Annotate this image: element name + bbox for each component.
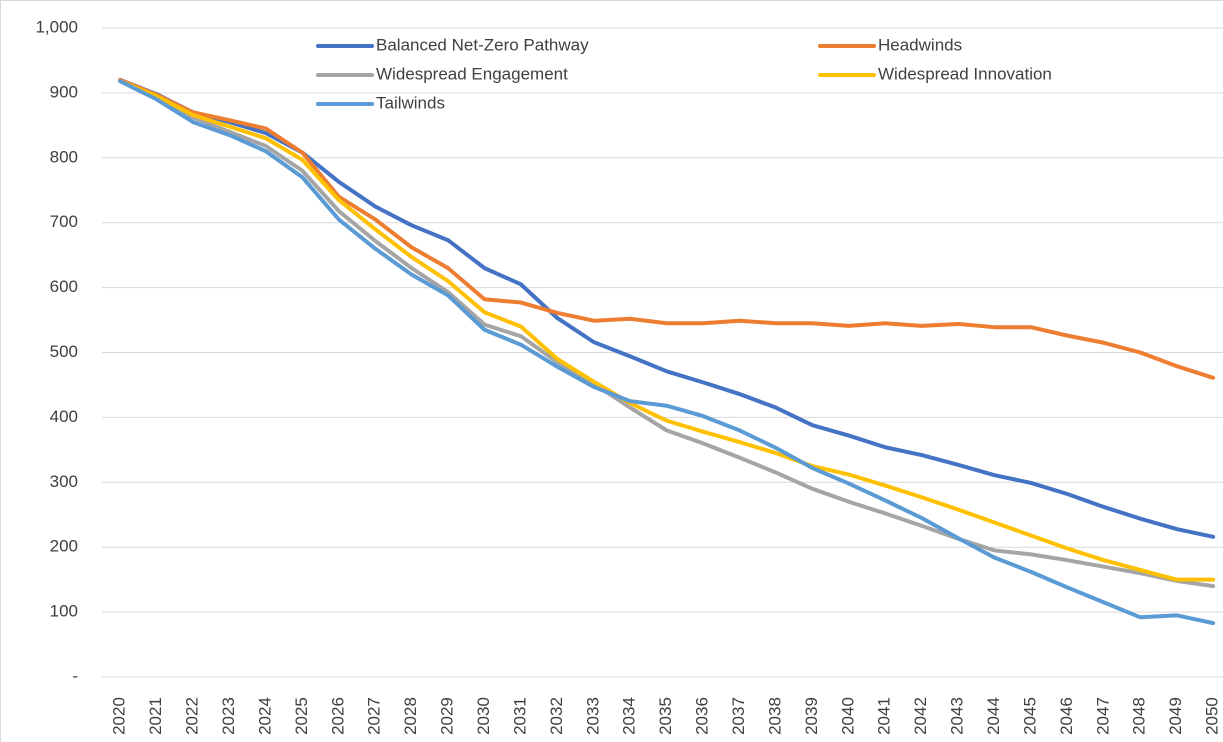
y-tick-label: 400 xyxy=(50,407,78,426)
x-tick-label: 2049 xyxy=(1166,697,1185,735)
x-tick-label: 2033 xyxy=(583,697,602,735)
series-line xyxy=(118,79,1216,582)
x-tick-label: 2021 xyxy=(146,697,165,735)
y-tick-label: 200 xyxy=(50,537,78,556)
x-tick-label: 2044 xyxy=(984,697,1003,735)
x-tick-label: 2031 xyxy=(510,697,529,735)
series-line xyxy=(118,79,1216,626)
x-tick-label: 2030 xyxy=(474,697,493,735)
series-line xyxy=(118,77,1216,380)
y-tick-label: 500 xyxy=(50,342,78,361)
x-tick-label: 2048 xyxy=(1130,697,1149,735)
series-line xyxy=(118,79,1216,589)
legend-label: Headwinds xyxy=(878,35,962,54)
x-tick-label: 2040 xyxy=(838,697,857,735)
y-tick-label: 100 xyxy=(50,602,78,621)
x-tick-label: 2042 xyxy=(911,697,930,735)
x-tick-label: 2026 xyxy=(328,697,347,735)
x-tick-label: 2043 xyxy=(948,697,967,735)
x-tick-label: 2032 xyxy=(547,697,566,735)
x-tick-label: 2028 xyxy=(401,697,420,735)
legend-label: Balanced Net-Zero Pathway xyxy=(376,35,589,54)
x-tick-label: 2039 xyxy=(802,697,821,735)
x-tick-label: 2036 xyxy=(693,697,712,735)
y-tick-label: 600 xyxy=(50,277,78,296)
x-tick-label: 2020 xyxy=(110,697,129,735)
x-tick-label: 2041 xyxy=(875,697,894,735)
x-tick-label: 2024 xyxy=(255,697,274,735)
x-tick-label: 2035 xyxy=(656,697,675,735)
legend-label: Tailwinds xyxy=(376,93,445,112)
y-tick-label: 700 xyxy=(50,212,78,231)
legend-label: Widespread Engagement xyxy=(376,64,568,83)
x-tick-label: 2038 xyxy=(765,697,784,735)
x-tick-label: 2047 xyxy=(1093,697,1112,735)
x-tick-label: 2029 xyxy=(438,697,457,735)
x-tick-label: 2022 xyxy=(183,697,202,735)
x-tick-label: 2025 xyxy=(292,697,311,735)
x-tick-label: 2027 xyxy=(365,697,384,735)
y-tick-label: - xyxy=(72,666,78,685)
x-tick-label: 2045 xyxy=(1020,697,1039,735)
x-tick-label: 2023 xyxy=(219,697,238,735)
y-tick-label: 300 xyxy=(50,472,78,491)
x-tick-label: 2034 xyxy=(620,697,639,735)
y-tick-label: 900 xyxy=(50,82,78,101)
x-tick-label: 2046 xyxy=(1057,697,1076,735)
x-tick-label: 2050 xyxy=(1203,697,1222,735)
legend-label: Widespread Innovation xyxy=(878,64,1052,83)
y-tick-label: 800 xyxy=(50,147,78,166)
x-tick-label: 2037 xyxy=(729,697,748,735)
y-tick-label: 1,000 xyxy=(35,17,78,36)
